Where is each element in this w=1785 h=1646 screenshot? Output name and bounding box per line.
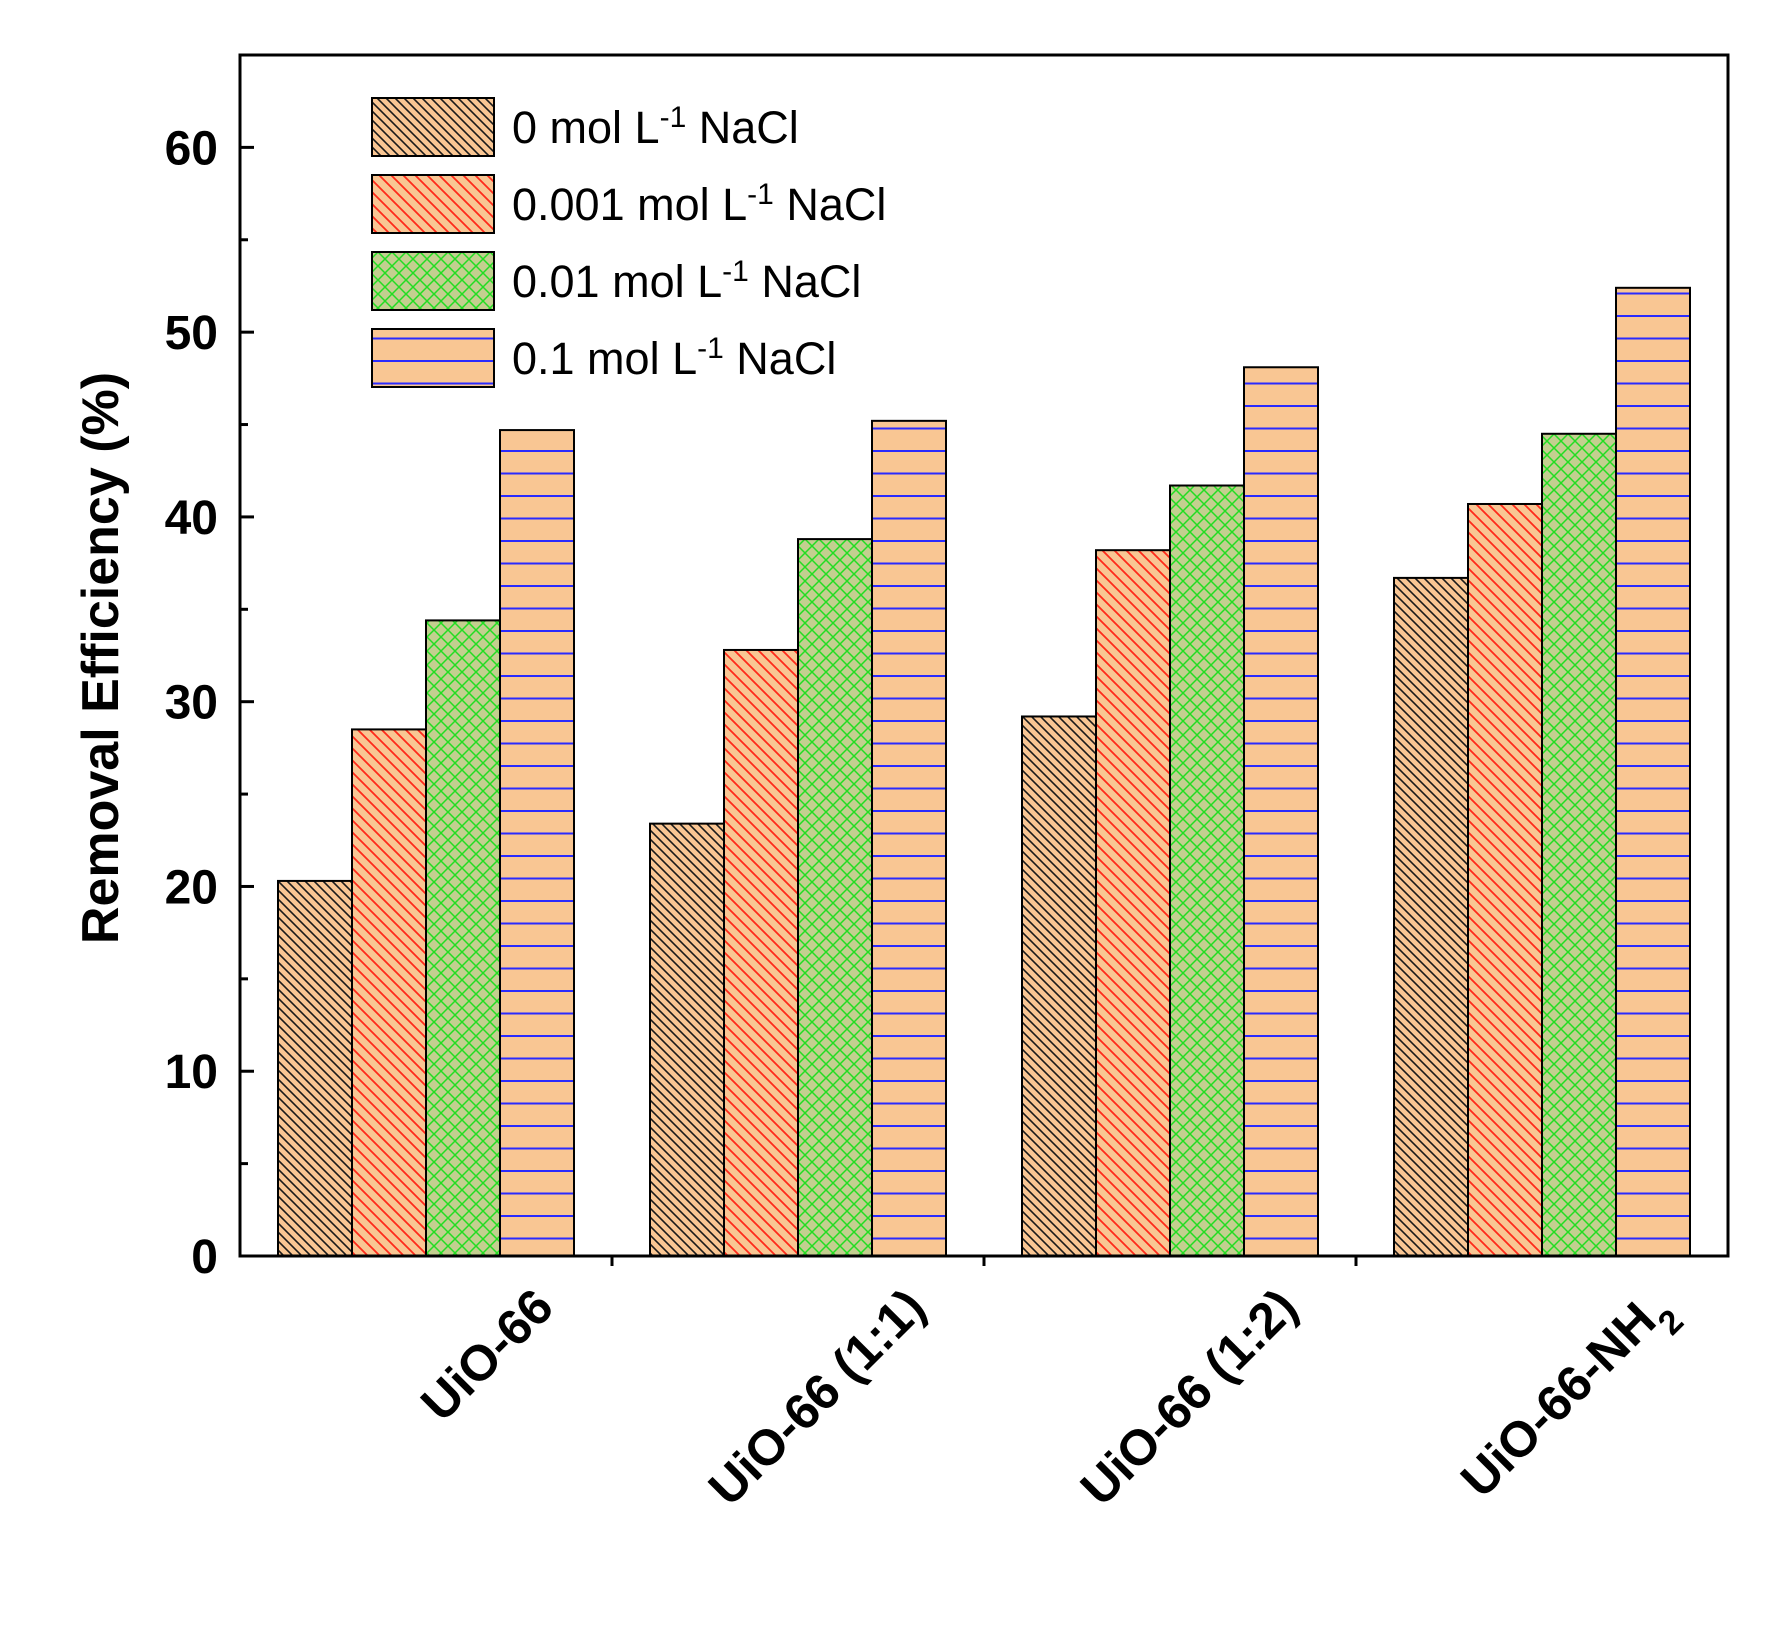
legend-swatch [371,328,495,388]
bar-3-2 [797,538,873,1257]
bars-layer [277,286,1691,1258]
x-category-subscript: 2 [1651,1302,1691,1342]
y-tick-label: 10 [165,1046,218,1099]
legend-item-3: 0.01 mol L-1 NaCl [371,251,861,311]
bar-1-4 [1393,576,1469,1257]
legend-label: 0.01 mol L-1 NaCl [512,255,861,308]
y-ticks: 0 10 20 30 40 50 60 [165,122,254,1284]
bar-3-3 [1169,484,1245,1257]
x-category-label-1: UiO-66 [410,1278,564,1432]
legend-item-2: 0.001 mol L-1 NaCl [371,174,886,234]
legend-label: 0.1 mol L-1 NaCl [512,332,836,385]
y-tick-label: 50 [165,307,218,360]
legend-item-1: 0 mol L-1 NaCl [371,97,799,157]
legend: 0 mol L-1 NaCl 0.001 mol L-1 NaCl 0.01 mol… [371,97,886,388]
bar-1-1 [277,879,353,1257]
x-category-label-2: UiO-66 (1:1) [698,1278,936,1516]
x-category-label-3: UiO-66 (1:2) [1070,1278,1308,1516]
bar-3-1 [425,619,501,1257]
legend-swatch [371,174,495,234]
y-axis-title: Removal Efficiency (%) [72,372,130,944]
axes-layer [238,53,1730,1266]
bar-1-2 [649,822,725,1257]
bar-1-3 [1021,715,1097,1257]
x-category-labels: UiO-66 UiO-66 (1:1) UiO-66 (1:2) UiO-66-NH2 [410,1278,1691,1519]
bar-4-2 [871,419,947,1257]
y-tick-label: 30 [165,677,218,730]
legend-item-4: 0.1 mol L-1 NaCl [371,328,836,388]
legend-swatch [371,97,495,157]
y-tick-label: 60 [165,122,218,175]
y-tick-label: 0 [191,1231,218,1284]
bar-2-4 [1467,502,1543,1257]
bar-4-1 [499,429,575,1257]
legend-label: 0.001 mol L-1 NaCl [512,178,886,231]
bar-2-1 [351,728,427,1257]
bar-2-3 [1095,549,1171,1257]
bar-4-3 [1243,366,1319,1257]
bar-3-4 [1541,432,1617,1257]
legend-swatch [371,251,495,311]
y-tick-label: 20 [165,861,218,914]
bar-4-4 [1615,286,1691,1258]
y-tick-label: 40 [165,492,218,545]
bar-2-2 [723,648,799,1257]
legend-label: 0 mol L-1 NaCl [512,101,799,154]
x-category-label-4: UiO-66-NH2 [1450,1278,1691,1519]
